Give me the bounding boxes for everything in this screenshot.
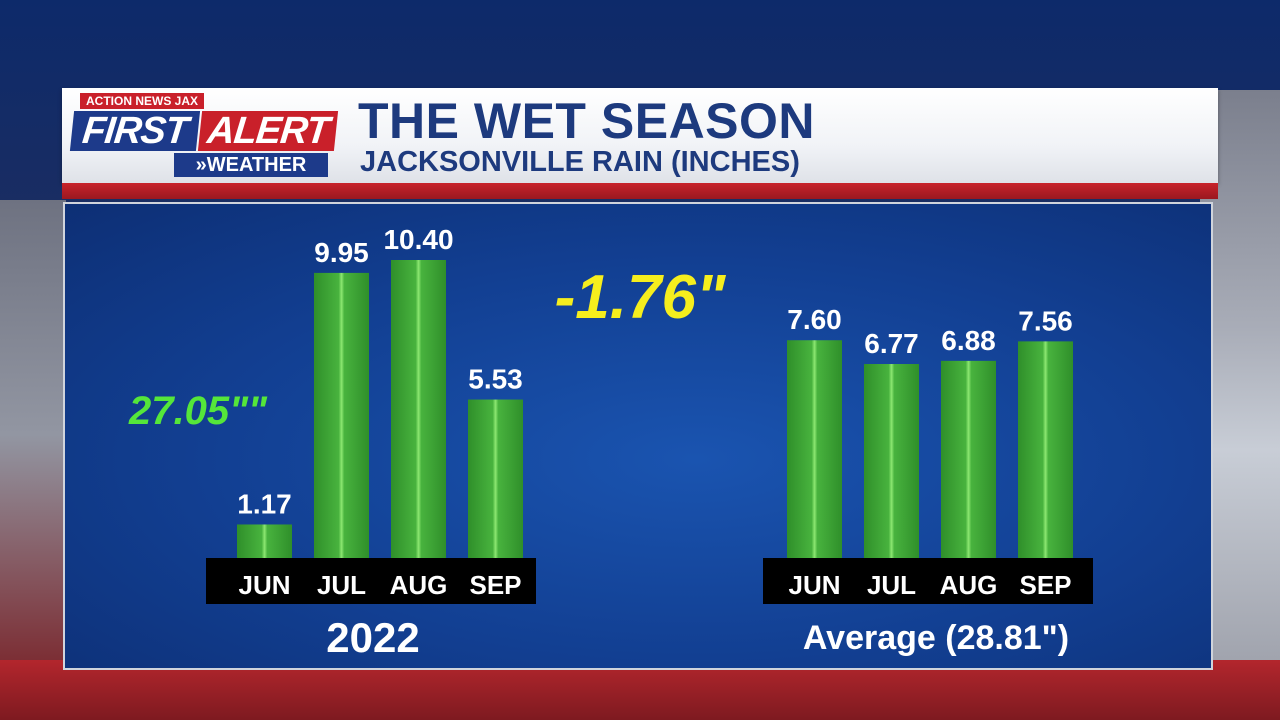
axis-band xyxy=(763,558,1093,604)
first-alert-logo: ACTION NEWS JAX FIRST ALERT »WEATHER xyxy=(69,91,339,181)
category-label: AUG xyxy=(940,570,998,600)
background-red-stripe xyxy=(0,660,1280,720)
chart-caption: 2022 xyxy=(326,614,419,661)
category-label: JUL xyxy=(867,570,916,600)
bar-sep xyxy=(468,399,523,558)
value-label: 6.77 xyxy=(864,328,919,359)
bar-jun xyxy=(237,524,292,558)
logo-station-name: ACTION NEWS JAX xyxy=(80,93,205,109)
bar-jul xyxy=(314,272,369,558)
category-label: SEP xyxy=(1019,570,1071,600)
category-label: AUG xyxy=(390,570,448,600)
value-label: 5.53 xyxy=(468,364,523,395)
chart-caption: Average (28.81") xyxy=(803,619,1069,657)
logo-weather: »WEATHER xyxy=(174,153,328,177)
background-left xyxy=(0,200,66,670)
category-label: JUL xyxy=(317,570,366,600)
category-label: JUN xyxy=(788,570,840,600)
difference-label: -1.76" xyxy=(555,263,727,332)
bar-aug xyxy=(941,360,996,558)
bar-aug xyxy=(391,260,446,558)
bar-jul xyxy=(864,364,919,558)
bar-jun xyxy=(787,340,842,558)
page-title: THE WET SEASON xyxy=(358,93,816,149)
value-label: 7.56 xyxy=(1018,305,1073,336)
value-label: 6.88 xyxy=(941,325,996,356)
axis-band xyxy=(206,558,536,604)
value-label: 1.17 xyxy=(237,488,292,519)
bar-sep xyxy=(1018,341,1073,558)
total-label: 27.05"" xyxy=(128,389,268,433)
header-red-bar xyxy=(62,183,1218,199)
page-subtitle: JACKSONVILLE RAIN (INCHES) xyxy=(360,146,800,178)
value-label: 7.60 xyxy=(787,304,842,335)
category-label: SEP xyxy=(469,570,521,600)
value-label: 10.40 xyxy=(383,224,453,255)
value-label: 9.95 xyxy=(314,237,369,268)
category-label: JUN xyxy=(238,570,290,600)
